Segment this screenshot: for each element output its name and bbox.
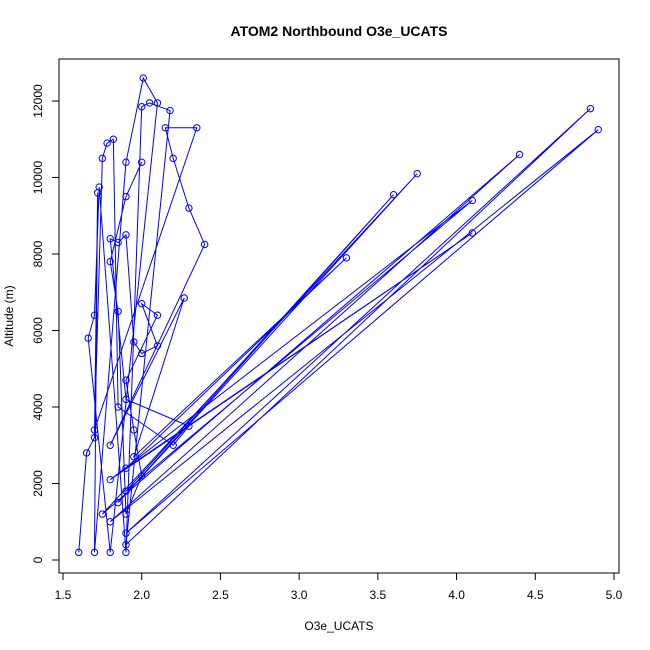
plot-area: [58, 58, 620, 574]
data-point: [98, 154, 107, 163]
y-tick-label: 10000: [31, 160, 45, 194]
data-point: [145, 99, 154, 107]
data-point: [586, 104, 595, 113]
data-point: [114, 238, 122, 247]
data-point: [138, 300, 146, 308]
data-point: [161, 124, 170, 132]
series-line: [78, 76, 599, 553]
data-point: [122, 510, 130, 518]
data-point: [389, 191, 398, 199]
data-point: [594, 125, 602, 134]
data-point: [468, 229, 477, 237]
data-point: [166, 106, 174, 115]
data-point: [109, 135, 118, 143]
data-point: [75, 548, 83, 557]
data-point: [169, 441, 177, 449]
series-layer: [75, 74, 602, 557]
data-point: [200, 240, 209, 249]
data-point: [84, 334, 92, 342]
data-point: [90, 433, 99, 442]
data-point: [106, 518, 114, 526]
data-point: [468, 196, 477, 205]
data-point: [98, 510, 107, 518]
data-point: [342, 254, 351, 262]
x-tick-label: 3.5: [370, 588, 387, 602]
y-tick-label: 2000: [31, 470, 45, 497]
data-point: [193, 124, 201, 132]
data-point: [153, 99, 162, 107]
data-point: [138, 158, 146, 166]
y-tick-label: 4000: [31, 393, 45, 420]
data-point: [130, 453, 138, 461]
data-point: [82, 449, 91, 457]
data-point: [138, 103, 146, 111]
data-point: [90, 548, 99, 557]
data-point: [122, 376, 130, 384]
data-point: [122, 529, 130, 537]
data-point: [139, 74, 147, 82]
y-axis: 0 2000 4000 6000 8000 10000 12000: [31, 84, 60, 563]
data-point: [138, 472, 146, 480]
data-point: [103, 139, 111, 147]
data-point: [95, 183, 103, 191]
data-point: [153, 342, 162, 350]
data-point: [106, 548, 114, 557]
data-point: [122, 548, 130, 557]
y-tick-label: 6000: [31, 317, 45, 344]
data-point: [122, 158, 130, 166]
data-point: [122, 464, 130, 472]
data-point: [90, 426, 99, 434]
data-point: [90, 311, 99, 319]
data-point: [122, 395, 130, 404]
data-point: [114, 307, 122, 316]
data-point: [180, 294, 188, 302]
x-tick-label: 4.5: [527, 588, 544, 602]
data-point: [153, 311, 162, 319]
data-point: [413, 169, 421, 178]
data-point: [106, 475, 114, 484]
x-tick-label: 2.0: [133, 588, 150, 602]
data-point: [122, 487, 130, 495]
x-tick-label: 1.5: [55, 588, 72, 602]
y-axis-label: Altitude (m): [2, 285, 16, 346]
x-axis: 1.5 2.0 2.5 3.0 3.5 4.0 4.5 5.0: [55, 572, 623, 602]
data-point: [106, 235, 114, 243]
data-point: [185, 204, 193, 212]
y-tick-label: 8000: [31, 240, 45, 267]
data-point: [122, 231, 130, 239]
x-tick-label: 3.0: [291, 588, 308, 602]
data-point: [122, 541, 130, 549]
data-point: [515, 150, 524, 159]
data-point: [122, 192, 130, 201]
data-point: [106, 257, 114, 266]
x-tick-label: 5.0: [606, 588, 623, 602]
data-point: [185, 422, 193, 430]
y-tick-label: 12000: [31, 84, 45, 118]
data-point: [114, 498, 122, 507]
data-point: [106, 441, 114, 449]
data-point: [130, 338, 138, 346]
data-point: [130, 426, 138, 434]
data-point: [138, 349, 146, 358]
chart-title: ATOM2 Northbound O3e_UCATS: [231, 23, 448, 39]
x-tick-label: 2.5: [212, 588, 229, 602]
y-tick-label: 0: [31, 556, 45, 563]
data-point: [169, 154, 177, 163]
x-tick-label: 4.0: [448, 588, 465, 602]
data-point: [114, 403, 122, 411]
x-axis-label: O3e_UCATS: [304, 619, 373, 633]
